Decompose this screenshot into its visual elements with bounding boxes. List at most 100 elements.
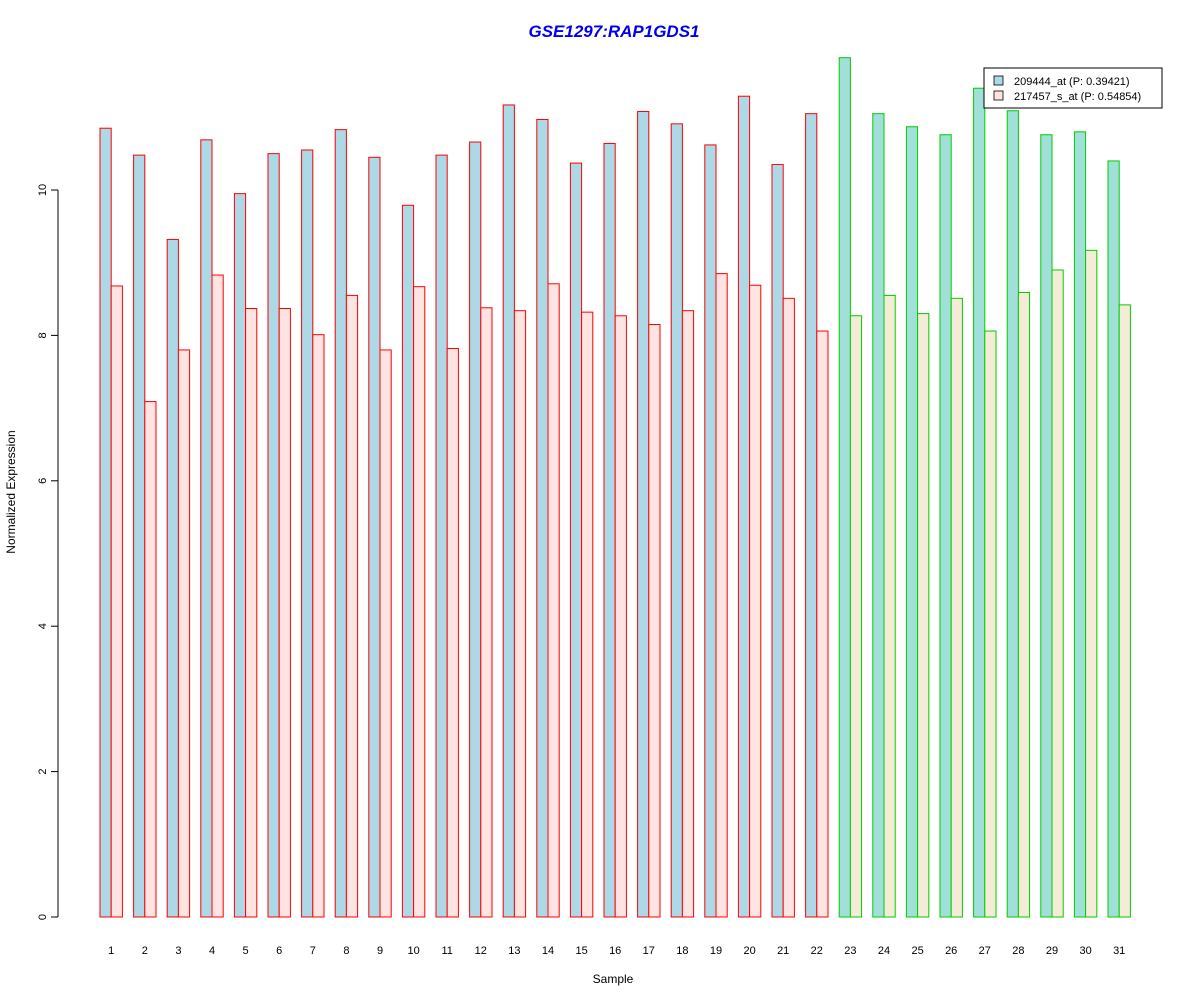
bar-sample-5-series-1 (233, 193, 247, 918)
bar-sample-3-series-2 (177, 349, 191, 918)
legend-swatch-series-2 (993, 90, 1004, 101)
bar-sample-8-series-2 (345, 294, 359, 918)
x-tick-label: 15 (575, 945, 587, 957)
x-tick-label: 7 (310, 945, 316, 957)
bar-sample-13-series-1 (502, 104, 515, 918)
bars-group (99, 57, 1131, 918)
bar-sample-19-series-2 (715, 273, 728, 918)
bar-sample-31-series-1 (1107, 160, 1120, 918)
bar-sample-12-series-1 (469, 141, 482, 918)
bar-sample-15-series-2 (581, 311, 594, 918)
y-tick-label: 6 (37, 478, 49, 484)
x-tick-label: 28 (1012, 945, 1024, 957)
bar-sample-27-series-2 (984, 330, 997, 918)
x-axis: 1 2 3 4 5 6 7 8 9 10 11 12 13 14 15 16 17 18 19 20 21 22 23 24 2… (108, 945, 1125, 957)
bar-sample-1-series-1 (99, 127, 112, 918)
x-axis-title: Sample (593, 972, 634, 986)
x-tick-label: 5 (243, 945, 249, 957)
x-tick-label: 29 (1046, 945, 1058, 957)
bar-sample-26-series-1 (939, 134, 952, 918)
x-tick-label: 17 (643, 945, 655, 957)
x-tick-label: 13 (508, 945, 520, 957)
y-axis-title: Normalized Expression (4, 430, 18, 553)
x-tick-label: 30 (1079, 945, 1091, 957)
bar-sample-6-series-1 (267, 153, 280, 918)
bar-sample-29-series-1 (1040, 134, 1053, 918)
bar-sample-16-series-2 (614, 315, 627, 918)
bar-sample-11-series-2 (446, 347, 459, 918)
bar-sample-7-series-2 (312, 334, 325, 918)
y-axis: 0 2 4 6 8 10 (37, 184, 59, 920)
y-tick-label: 10 (37, 184, 49, 196)
bar-sample-1-series-2 (110, 285, 123, 918)
x-tick-label: 6 (276, 945, 282, 957)
bar-sample-19-series-1 (704, 144, 717, 918)
bar-sample-16-series-1 (603, 142, 616, 918)
bar-sample-9-series-2 (379, 349, 392, 918)
bar-sample-21-series-1 (771, 164, 784, 918)
x-tick-label: 23 (844, 945, 856, 957)
x-tick-label: 4 (209, 945, 215, 957)
x-tick-label: 12 (475, 945, 487, 957)
bar-sample-14-series-1 (536, 118, 549, 918)
y-tick-label: 2 (37, 769, 49, 775)
legend-label-series-1: 209444_at (P: 0.39421) (1014, 76, 1130, 88)
x-tick-label: 10 (407, 945, 419, 957)
x-tick-label: 3 (175, 945, 181, 957)
legend-swatch-series-1 (993, 75, 1004, 86)
bar-sample-18-series-1 (670, 123, 683, 918)
bar-sample-21-series-2 (782, 297, 795, 918)
bar-sample-13-series-2 (513, 310, 527, 918)
bar-sample-25-series-2 (917, 313, 930, 918)
x-tick-label: 9 (377, 945, 383, 957)
bar-sample-11-series-1 (435, 154, 448, 918)
bar-sample-6-series-2 (278, 308, 291, 918)
bar-sample-2-series-2 (144, 401, 157, 918)
bar-sample-29-series-2 (1051, 269, 1064, 918)
bar-sample-9-series-1 (368, 156, 381, 918)
bar-sample-28-series-2 (1017, 292, 1031, 918)
x-tick-label: 1 (108, 945, 114, 957)
x-tick-label: 31 (1113, 945, 1125, 957)
x-tick-label: 20 (743, 945, 755, 957)
chart-title: GSE1297:RAP1GDS1 (528, 22, 699, 41)
bar-sample-17-series-2 (648, 323, 661, 918)
bar-sample-18-series-2 (681, 310, 695, 918)
bar-sample-22-series-1 (805, 113, 818, 918)
bar-sample-31-series-2 (1118, 304, 1131, 918)
bar-sample-23-series-1 (838, 57, 851, 918)
bar-sample-4-series-1 (200, 139, 213, 918)
y-tick-label: 0 (37, 914, 49, 920)
x-tick-label: 16 (609, 945, 621, 957)
bar-sample-7-series-1 (301, 149, 314, 918)
bar-sample-4-series-2 (211, 274, 224, 918)
x-tick-label: 14 (542, 945, 554, 957)
bar-sample-12-series-2 (480, 307, 493, 918)
x-tick-label: 18 (676, 945, 688, 957)
bar-sample-17-series-1 (637, 110, 650, 918)
bar-sample-8-series-1 (334, 129, 347, 918)
bar-sample-25-series-1 (905, 126, 919, 918)
bar-sample-30-series-1 (1073, 131, 1087, 918)
x-tick-label: 26 (945, 945, 957, 957)
bar-sample-24-series-2 (883, 294, 896, 918)
x-tick-label: 24 (878, 945, 890, 957)
legend-box (983, 67, 1163, 109)
bar-sample-20-series-1 (737, 95, 751, 918)
x-tick-label: 19 (710, 945, 722, 957)
x-tick-label: 8 (343, 945, 349, 957)
x-tick-label: 27 (979, 945, 991, 957)
bar-sample-24-series-1 (872, 113, 885, 918)
bar-sample-23-series-2 (849, 315, 863, 918)
bar-sample-2-series-1 (133, 154, 146, 918)
bar-sample-15-series-1 (569, 162, 583, 918)
bar-sample-27-series-1 (973, 87, 986, 918)
bar-sample-10-series-2 (413, 286, 426, 918)
legend: 209444_at (P: 0.39421) 217457_s_at (P: 0… (983, 67, 1163, 109)
bar-sample-30-series-2 (1085, 249, 1098, 918)
x-tick-label: 11 (441, 945, 452, 957)
legend-label-series-2: 217457_s_at (P: 0.54854) (1014, 91, 1141, 103)
x-tick-label: 2 (142, 945, 148, 957)
bar-sample-5-series-2 (245, 308, 258, 918)
